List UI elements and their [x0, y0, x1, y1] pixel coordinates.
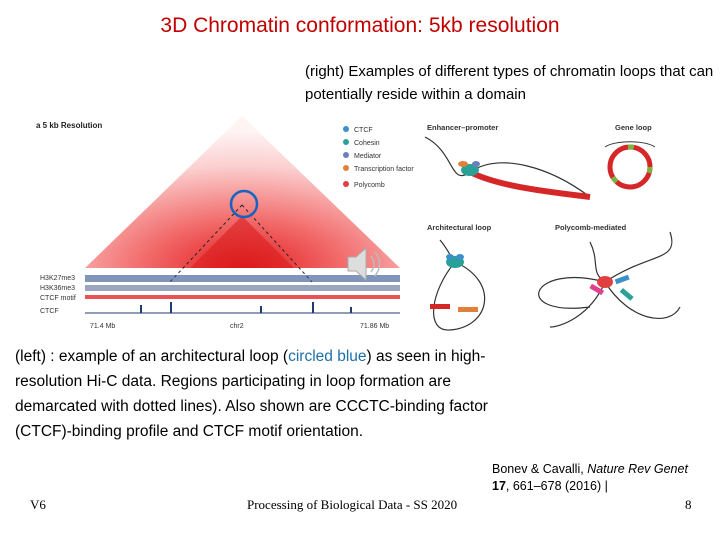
slide-subtitle: (right) Examples of different types of c…: [305, 63, 714, 103]
citation-journal: Nature Rev Genet: [587, 462, 688, 476]
coord-start: 71.4 Mb: [90, 323, 115, 330]
legend-label-cohesin: Cohesin: [354, 140, 380, 147]
footer-left: V6: [30, 497, 46, 512]
legend-swatch-cohesin: [343, 139, 349, 145]
loop-type-enhancer-promoter: Enhancer–promoter: [427, 123, 498, 132]
loop-type-gene-loop: Gene loop: [615, 123, 652, 132]
legend-swatch-polycomb: [343, 181, 349, 187]
chromatin-figure: a 5 kb Resolution H3K27me3 H3K36me3 CTCF…: [36, 116, 681, 331]
track-label-h3k36me3: H3K36me3: [40, 285, 75, 292]
caption-text-2: ) as seen in high-resolution Hi-C data. …: [15, 348, 488, 440]
gene-loop-diagram: [604, 141, 656, 190]
caption-text-1: (left) : example of an architectural loo…: [15, 348, 289, 365]
hic-diagonal-band: [190, 216, 294, 268]
legend-label-mediator: Mediator: [354, 153, 382, 160]
page-number: 8: [685, 497, 692, 512]
polycomb-mediated-diagram: [538, 231, 681, 328]
track-label-ctcf: CTCF: [40, 308, 59, 315]
loop-type-polycomb-mediated: Polycomb-mediated: [555, 223, 627, 232]
track-label-h3k27me3: H3K27me3: [40, 275, 75, 282]
legend-swatch-tf: [343, 165, 349, 171]
architectural-loop-diagram: [430, 239, 486, 331]
coord-end: 71.86 Mb: [360, 323, 389, 330]
footer-center: Processing of Biological Data - SS 2020: [247, 497, 458, 512]
citation: Bonev & Cavalli, Nature Rev Genet 17, 66…: [492, 461, 707, 495]
panel-title: a 5 kb Resolution: [36, 121, 102, 130]
legend-label-polycomb: Polycomb: [354, 182, 385, 189]
loop-type-architectural: Architectural loop: [427, 223, 492, 232]
ctcf-peak: [350, 307, 352, 313]
legend-swatch-ctcf: [343, 126, 349, 132]
legend-label-ctcf: CTCF: [354, 127, 373, 134]
track-label-ctcf-motif: CTCF motif: [40, 295, 76, 302]
loop-anchor-right-line: [241, 204, 313, 283]
ctcf-peak: [260, 306, 262, 313]
legend-label-tf: Transcription factor: [354, 166, 414, 173]
citation-volume: 17: [492, 479, 506, 493]
architectural-loop-circle: [229, 189, 259, 219]
track-ctcf-motif: [85, 295, 400, 299]
track-h3k36me3: [85, 285, 400, 291]
enhancer-promoter-diagram: [424, 136, 591, 200]
citation-pages: , 661–678 (2016) |: [505, 479, 608, 493]
ctcf-peak: [312, 302, 314, 313]
caption-highlight: circled blue: [288, 348, 367, 365]
speaker-icon[interactable]: [347, 246, 381, 282]
ctcf-peak: [140, 305, 142, 313]
ctcf-peak: [170, 302, 172, 313]
coord-chrom: chr2: [230, 323, 244, 330]
track-h3k27me3: [85, 275, 400, 282]
legend-swatch-mediator: [343, 152, 349, 158]
figure-caption: (left) : example of an architectural loo…: [15, 344, 495, 444]
legend: CTCF Cohesin Mediator Transcription fact…: [343, 126, 414, 189]
slide-title: 3D Chromatin conformation: 5kb resolutio…: [160, 14, 560, 37]
citation-authors: Bonev & Cavalli,: [492, 462, 588, 476]
